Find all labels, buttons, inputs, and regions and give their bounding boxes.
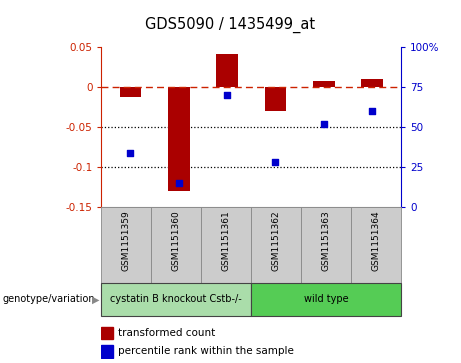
Bar: [313, 81, 335, 87]
Bar: [119, 87, 141, 97]
Bar: [101, 327, 113, 339]
Point: [175, 180, 183, 186]
Text: genotype/variation: genotype/variation: [2, 294, 95, 305]
Text: GSM1151362: GSM1151362: [272, 210, 281, 270]
Bar: [201, 207, 251, 283]
Text: cystatin B knockout Cstb-/-: cystatin B knockout Cstb-/-: [111, 294, 242, 305]
Bar: [251, 283, 401, 316]
Text: wild type: wild type: [304, 294, 349, 305]
Bar: [216, 54, 238, 87]
Bar: [265, 87, 286, 111]
Point: [272, 159, 279, 165]
Text: transformed count: transformed count: [118, 328, 215, 338]
Point: [224, 92, 231, 98]
Bar: [101, 345, 113, 358]
Text: GSM1151359: GSM1151359: [122, 210, 131, 271]
Bar: [301, 207, 351, 283]
Bar: [251, 207, 301, 283]
Text: ▶: ▶: [92, 294, 99, 305]
Text: GSM1151361: GSM1151361: [222, 210, 231, 271]
Text: GSM1151360: GSM1151360: [172, 210, 181, 271]
Bar: [151, 207, 201, 283]
Bar: [351, 207, 401, 283]
Bar: [361, 79, 383, 87]
Text: GSM1151363: GSM1151363: [322, 210, 331, 271]
Text: GSM1151364: GSM1151364: [372, 210, 381, 270]
Point: [127, 150, 134, 155]
Bar: [101, 283, 251, 316]
Bar: [168, 87, 189, 191]
Text: percentile rank within the sample: percentile rank within the sample: [118, 346, 294, 356]
Text: GDS5090 / 1435499_at: GDS5090 / 1435499_at: [145, 16, 316, 33]
Point: [320, 121, 327, 127]
Point: [368, 108, 376, 114]
Bar: [101, 207, 151, 283]
